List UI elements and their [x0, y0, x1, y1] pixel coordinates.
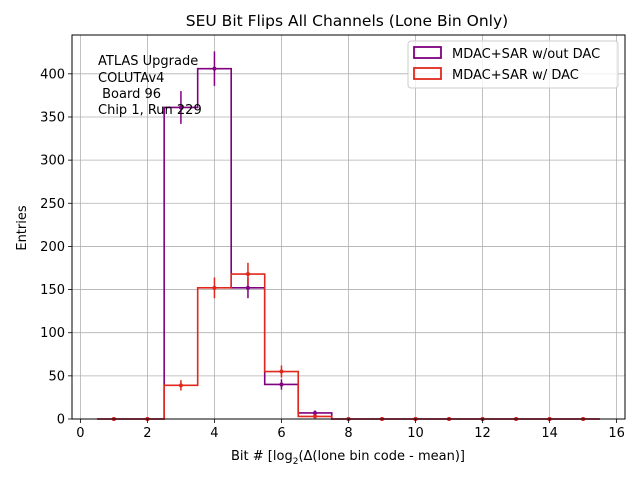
- data-point: [279, 369, 284, 374]
- data-point: [245, 272, 250, 277]
- legend-label: MDAC+SAR w/out DAC: [452, 47, 600, 62]
- data-point: [312, 410, 317, 415]
- x-tick-label: 6: [277, 426, 285, 441]
- annotation-line: Board 96: [98, 87, 161, 102]
- legend: MDAC+SAR w/out DAC MDAC+SAR w/ DAC: [407, 40, 619, 89]
- x-tick-label: 12: [474, 426, 491, 441]
- data-point: [212, 66, 217, 71]
- annotation-line: ATLAS Upgrade: [98, 54, 198, 69]
- x-tick-label: 8: [344, 426, 352, 441]
- x-tick-label: 10: [407, 426, 424, 441]
- legend-swatch: [413, 67, 442, 80]
- x-tick-label: 4: [210, 426, 218, 441]
- x-axis-label: Bit # [log2(Δ(lone bin code - mean)]: [231, 449, 465, 467]
- x-axis: 0 2 4 6 8 10 12 14 16: [76, 419, 625, 441]
- data-point: [178, 105, 183, 110]
- y-tick-label: 0: [57, 413, 65, 428]
- y-axis-label: Entries: [15, 205, 30, 251]
- y-tick-label: 350: [40, 110, 65, 125]
- y-axis: 0 50 100 150 200 250 300 350 400: [40, 67, 72, 428]
- x-tick-label: 14: [541, 426, 558, 441]
- y-tick-label: 250: [40, 197, 65, 212]
- chart-title: SEU Bit Flips All Channels (Lone Bin Onl…: [186, 12, 508, 30]
- data-point: [312, 414, 317, 419]
- data-point: [245, 285, 250, 290]
- data-point: [178, 383, 183, 388]
- y-tick-label: 50: [48, 369, 65, 384]
- data-point: [279, 382, 284, 387]
- annotation-line: COLUTAv4: [98, 71, 164, 86]
- legend-box: [407, 40, 619, 89]
- y-tick-label: 150: [40, 283, 65, 298]
- annotation-line: Chip 1, Run 229: [98, 103, 202, 118]
- y-tick-label: 100: [40, 326, 65, 341]
- legend-label: MDAC+SAR w/ DAC: [452, 68, 579, 83]
- legend-swatch: [413, 46, 442, 59]
- x-tick-label: 16: [608, 426, 625, 441]
- y-tick-label: 200: [40, 240, 65, 255]
- y-tick-label: 400: [40, 67, 65, 82]
- x-tick-label: 0: [76, 426, 84, 441]
- x-tick-label: 2: [143, 426, 151, 441]
- annotation: ATLAS Upgrade COLUTAv4 Board 96 Chip 1, …: [98, 54, 202, 118]
- y-tick-label: 300: [40, 154, 65, 169]
- data-point: [212, 285, 217, 290]
